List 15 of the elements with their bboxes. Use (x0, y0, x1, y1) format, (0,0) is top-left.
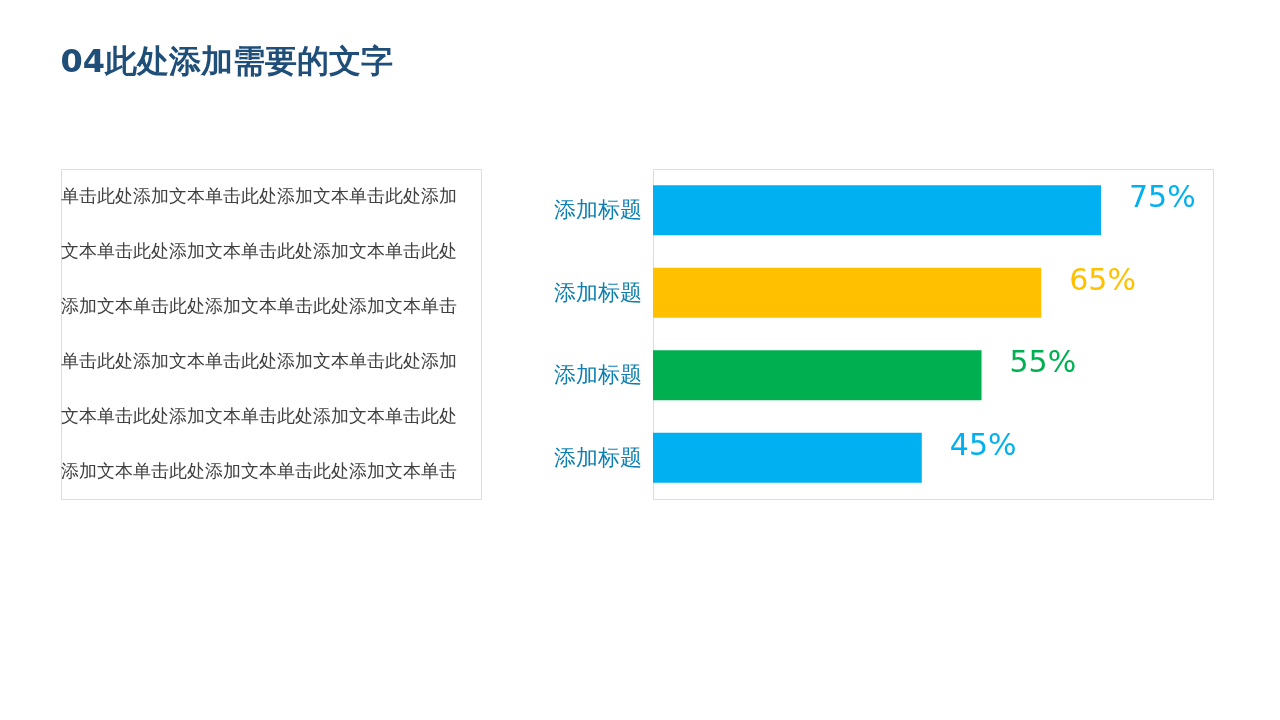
data-label: 45% (949, 426, 1017, 462)
text: 单击此处添加文本单击此处添加文本单击此处添加文本单击此处添加文本单击此处添加文本单击此处添加文本单击此处添加文本单击此处添加文本单击 (61, 349, 457, 481)
bar (653, 350, 982, 401)
y-tick-label: 添加标题 (553, 362, 642, 388)
data-label: 55% (1009, 344, 1077, 380)
y-tick-label: 添加标题 (553, 444, 642, 470)
bar (653, 432, 922, 483)
data-label: 65% (1069, 261, 1136, 297)
bar (653, 185, 1101, 236)
text: 04此处添加需要的文字 (60, 41, 394, 80)
y-tick-label: 添加标题 (553, 279, 642, 305)
text: 单击此处添加文本单击此处添加文本单击此处添加文本单击此处添加文本单击此处添加文本单击此处添加文本单击此处添加文本单击此处添加文本单击 (61, 184, 457, 316)
y-tick-label: 添加标题 (553, 197, 642, 223)
data-label: 75% (1129, 179, 1196, 215)
bar (653, 267, 1042, 318)
